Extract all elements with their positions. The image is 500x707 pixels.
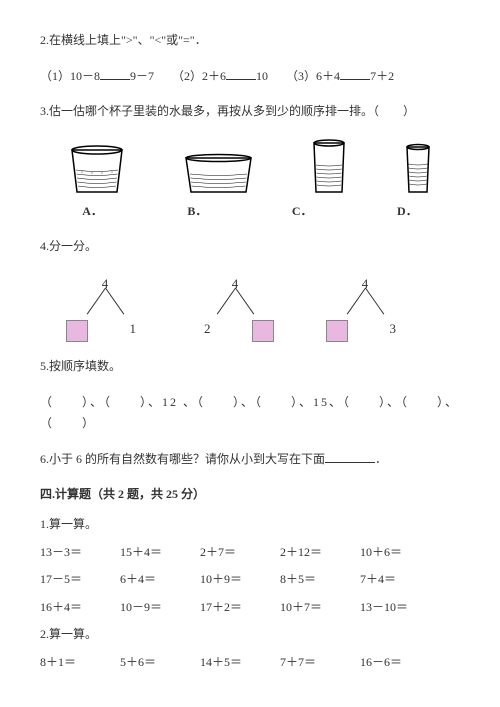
calc-item: 2＋7＝	[200, 542, 262, 564]
bond-3: 4 3	[320, 272, 410, 342]
line-icon	[365, 288, 384, 315]
question-5: 5.按顺序填数。	[40, 356, 460, 378]
q2-p3: （3）6＋47＋2	[286, 66, 394, 88]
q6-post: ．	[375, 452, 387, 466]
question-3: 3.估一估哪个杯子里装的水最多，再按从多到少的顺序排一排。（ ）	[40, 101, 460, 123]
question-2: 2.在横线上填上">"、"<"或"="．	[40, 30, 460, 52]
calc-rows-1: 13－3＝ 15＋4＝ 2＋7＝ 2＋12＝ 10＋6＝ 17－5＝ 6＋4＝ …	[40, 542, 460, 619]
cup-label-a: A．	[82, 201, 103, 223]
calc-item: 10＋7＝	[280, 597, 342, 619]
question-6: 6.小于 6 的所有自然数有哪些？请你从小到大写在下面 ．	[40, 449, 460, 471]
q5-sequence: （ ）、（ ）、12 、（ ）、（ ）、15、（ ）、（ ）、（ ）	[40, 392, 460, 435]
calc-item: 13－10＝	[360, 597, 422, 619]
line-icon	[217, 288, 236, 315]
sub2-title: 2.算一算。	[40, 624, 460, 646]
calc-item: 14＋5＝	[200, 652, 262, 674]
section-4-title: 四.计算题（共 2 题，共 25 分）	[40, 484, 460, 506]
blank[interactable]	[226, 66, 256, 80]
line-icon	[87, 288, 106, 315]
cup-d-icon	[403, 142, 433, 197]
calc-item: 17＋2＝	[200, 597, 262, 619]
cup-label-d: D．	[397, 201, 418, 223]
calc-item: 15＋4＝	[120, 542, 182, 564]
cup-b-icon	[181, 152, 256, 197]
calc-item: 7＋4＝	[360, 569, 422, 591]
calc-item: 5＋6＝	[120, 652, 182, 674]
calc-row: 16＋4＝ 10－9＝ 17＋2＝ 10＋7＝ 13－10＝	[40, 597, 460, 619]
calc-item: 7＋7＝	[280, 652, 342, 674]
line-icon	[235, 288, 254, 315]
blank-box[interactable]	[66, 320, 88, 342]
blank[interactable]	[340, 66, 370, 80]
bond-1: 4 1	[60, 272, 150, 342]
line-icon	[347, 288, 366, 315]
bond-right: 3	[390, 317, 397, 340]
number-bonds: 4 1 4 2 4 3	[60, 272, 460, 342]
calc-item: 16＋4＝	[40, 597, 102, 619]
blank[interactable]	[100, 66, 130, 80]
q3-text: 3.估一估哪个杯子里装的水最多，再按从多到少的顺序排一排。（ ）	[40, 104, 415, 118]
calc-row: 8＋1＝ 5＋6＝ 14＋5＝ 7＋7＝ 16－6＝	[40, 652, 460, 674]
bond-2: 4 2	[190, 272, 280, 342]
bond-right: 1	[130, 317, 137, 340]
blank[interactable]	[325, 449, 375, 463]
q5-text: 5.按顺序填数。	[40, 359, 121, 373]
question-4: 4.分一分。	[40, 236, 460, 258]
q2-p1: （1）10－89－7	[40, 66, 154, 88]
cup-c-icon	[309, 137, 349, 197]
calc-item: 2＋12＝	[280, 542, 342, 564]
cup-a-icon	[67, 142, 127, 197]
q4-text: 4.分一分。	[40, 239, 97, 253]
cup-label-b: B．	[187, 201, 207, 223]
cup-label-c: C．	[292, 201, 313, 223]
calc-item: 8＋1＝	[40, 652, 102, 674]
calc-item: 16－6＝	[360, 652, 422, 674]
calc-item: 10－9＝	[120, 597, 182, 619]
q2-text: 2.在横线上填上">"、"<"或"="．	[40, 30, 460, 52]
calc-item: 17－5＝	[40, 569, 102, 591]
calc-row: 13－3＝ 15＋4＝ 2＋7＝ 2＋12＝ 10＋6＝	[40, 542, 460, 564]
blank-box[interactable]	[326, 320, 348, 342]
cup-labels: A． B． C． D．	[40, 201, 460, 223]
line-icon	[105, 288, 124, 315]
sub1-title: 1.算一算。	[40, 514, 460, 536]
q2-p2: （2）2＋610	[172, 66, 268, 88]
calc-item: 10＋9＝	[200, 569, 262, 591]
bond-left: 2	[204, 317, 211, 340]
calc-item: 6＋4＝	[120, 569, 182, 591]
calc-row: 17－5＝ 6＋4＝ 10＋9＝ 8＋5＝ 7＋4＝	[40, 569, 460, 591]
calc-item: 13－3＝	[40, 542, 102, 564]
q6-pre: 6.小于 6 的所有自然数有哪些？请你从小到大写在下面	[40, 452, 325, 466]
calc-item: 10＋6＝	[360, 542, 422, 564]
calc-item: 8＋5＝	[280, 569, 342, 591]
blank-box[interactable]	[252, 320, 274, 342]
cups-row	[40, 137, 460, 197]
q2-parts: （1）10－89－7 （2）2＋610 （3）6＋47＋2	[40, 66, 460, 88]
